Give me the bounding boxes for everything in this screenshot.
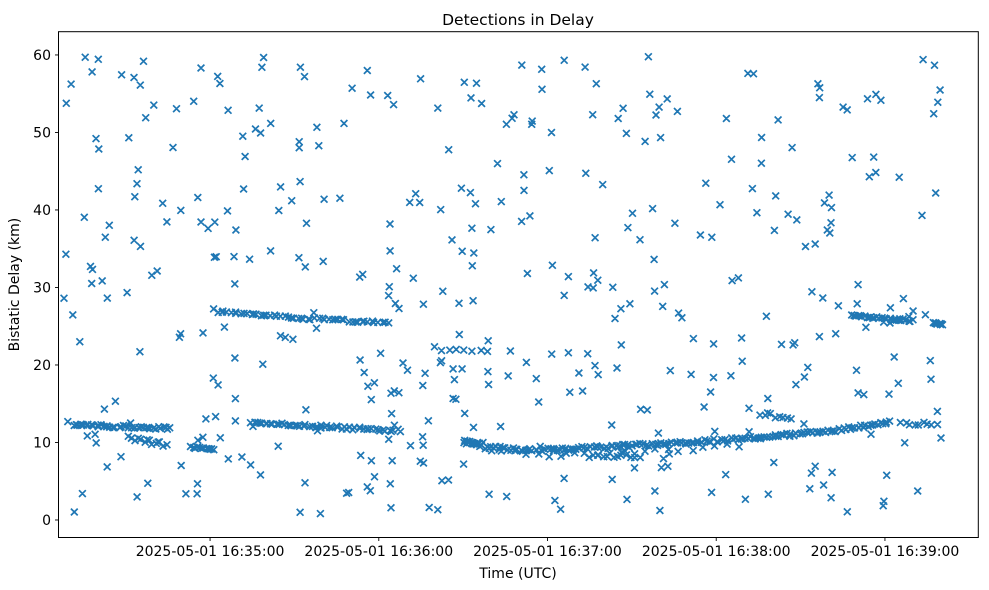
y-tick-label: 10 <box>33 435 51 451</box>
y-tick-label: 40 <box>33 203 51 219</box>
x-tick-label: 2025-05-01 16:38:00 <box>642 544 791 560</box>
scatter-points-layer <box>59 52 947 518</box>
y-tick-label: 0 <box>42 513 51 529</box>
cluster-13km <box>755 408 796 423</box>
track-e-26km <box>847 310 918 326</box>
chart-title: Detections in Delay <box>442 11 594 29</box>
track-b-12km <box>246 418 405 436</box>
cluster-8km <box>585 450 645 462</box>
axes-layer: 2025-05-01 16:35:00 2025-05-01 16:36:00 20… <box>33 31 979 560</box>
track-a-echo-10km <box>124 432 172 451</box>
track-c-26km <box>214 307 393 327</box>
y-tick-label: 30 <box>33 280 51 296</box>
y-tick-label: 60 <box>33 48 51 64</box>
x-tick-label: 2025-05-01 16:37:00 <box>473 544 622 560</box>
track-d-tail <box>896 418 942 430</box>
x-axis-label: Time (UTC) <box>478 566 556 582</box>
plot-border <box>58 31 979 538</box>
track-a-12km <box>70 420 174 434</box>
y-tick-label: 20 <box>33 358 51 374</box>
x-tick-label: 2025-05-01 16:39:00 <box>811 544 960 560</box>
cluster-e-25km <box>929 318 947 329</box>
x-tick-label: 2025-05-01 16:35:00 <box>136 544 285 560</box>
y-axis-label: Bistatic Delay (km) <box>7 218 23 352</box>
x-tick-label: 2025-05-01 16:36:00 <box>304 544 453 560</box>
y-tick-label: 50 <box>33 125 51 141</box>
cluster-9km <box>186 442 218 454</box>
cluster-22km <box>437 345 492 356</box>
track-d-rising <box>460 417 894 456</box>
